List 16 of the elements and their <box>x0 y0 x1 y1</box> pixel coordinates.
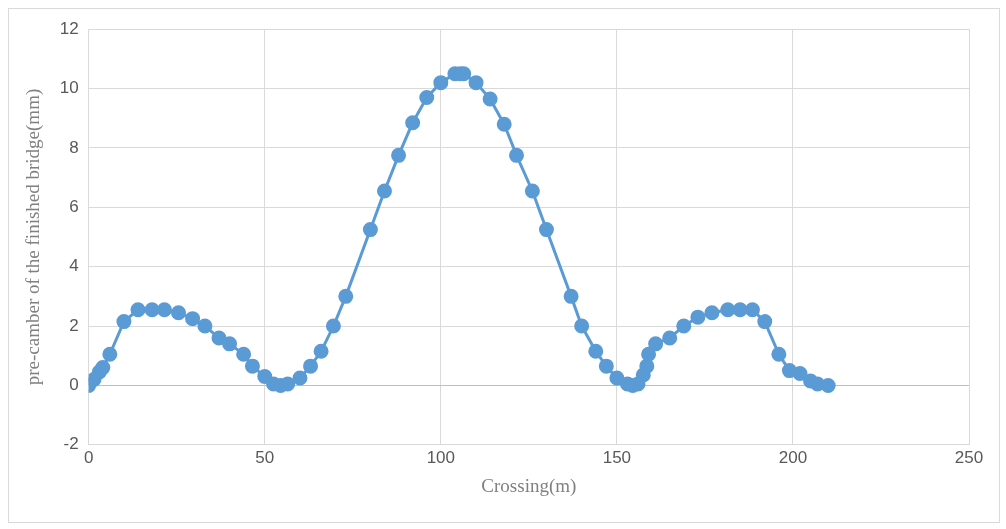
y-tick-label: 4 <box>69 256 79 276</box>
y-tick-label: 6 <box>69 197 79 216</box>
y-tick-label: 0 <box>69 375 79 395</box>
x-tick-label: 0 <box>83 447 94 467</box>
x-tick-label: 250 <box>954 447 984 467</box>
y-tick-label: -2 <box>63 434 79 454</box>
y-tick-label: 10 <box>59 78 79 98</box>
y-axis-title: pre-camber of the finished bridge(mm) <box>22 88 45 386</box>
x-tick-label: 200 <box>778 447 808 467</box>
x-tick-label: 50 <box>255 447 275 467</box>
x-tick-label: 100 <box>426 447 456 467</box>
x-tick-label: 150 <box>602 447 632 467</box>
y-tick-label: 12 <box>59 18 79 38</box>
x-axis-title: Crossing(m) <box>481 474 577 497</box>
y-tick-label: 2 <box>69 315 79 335</box>
y-tick-label: 8 <box>69 137 79 157</box>
